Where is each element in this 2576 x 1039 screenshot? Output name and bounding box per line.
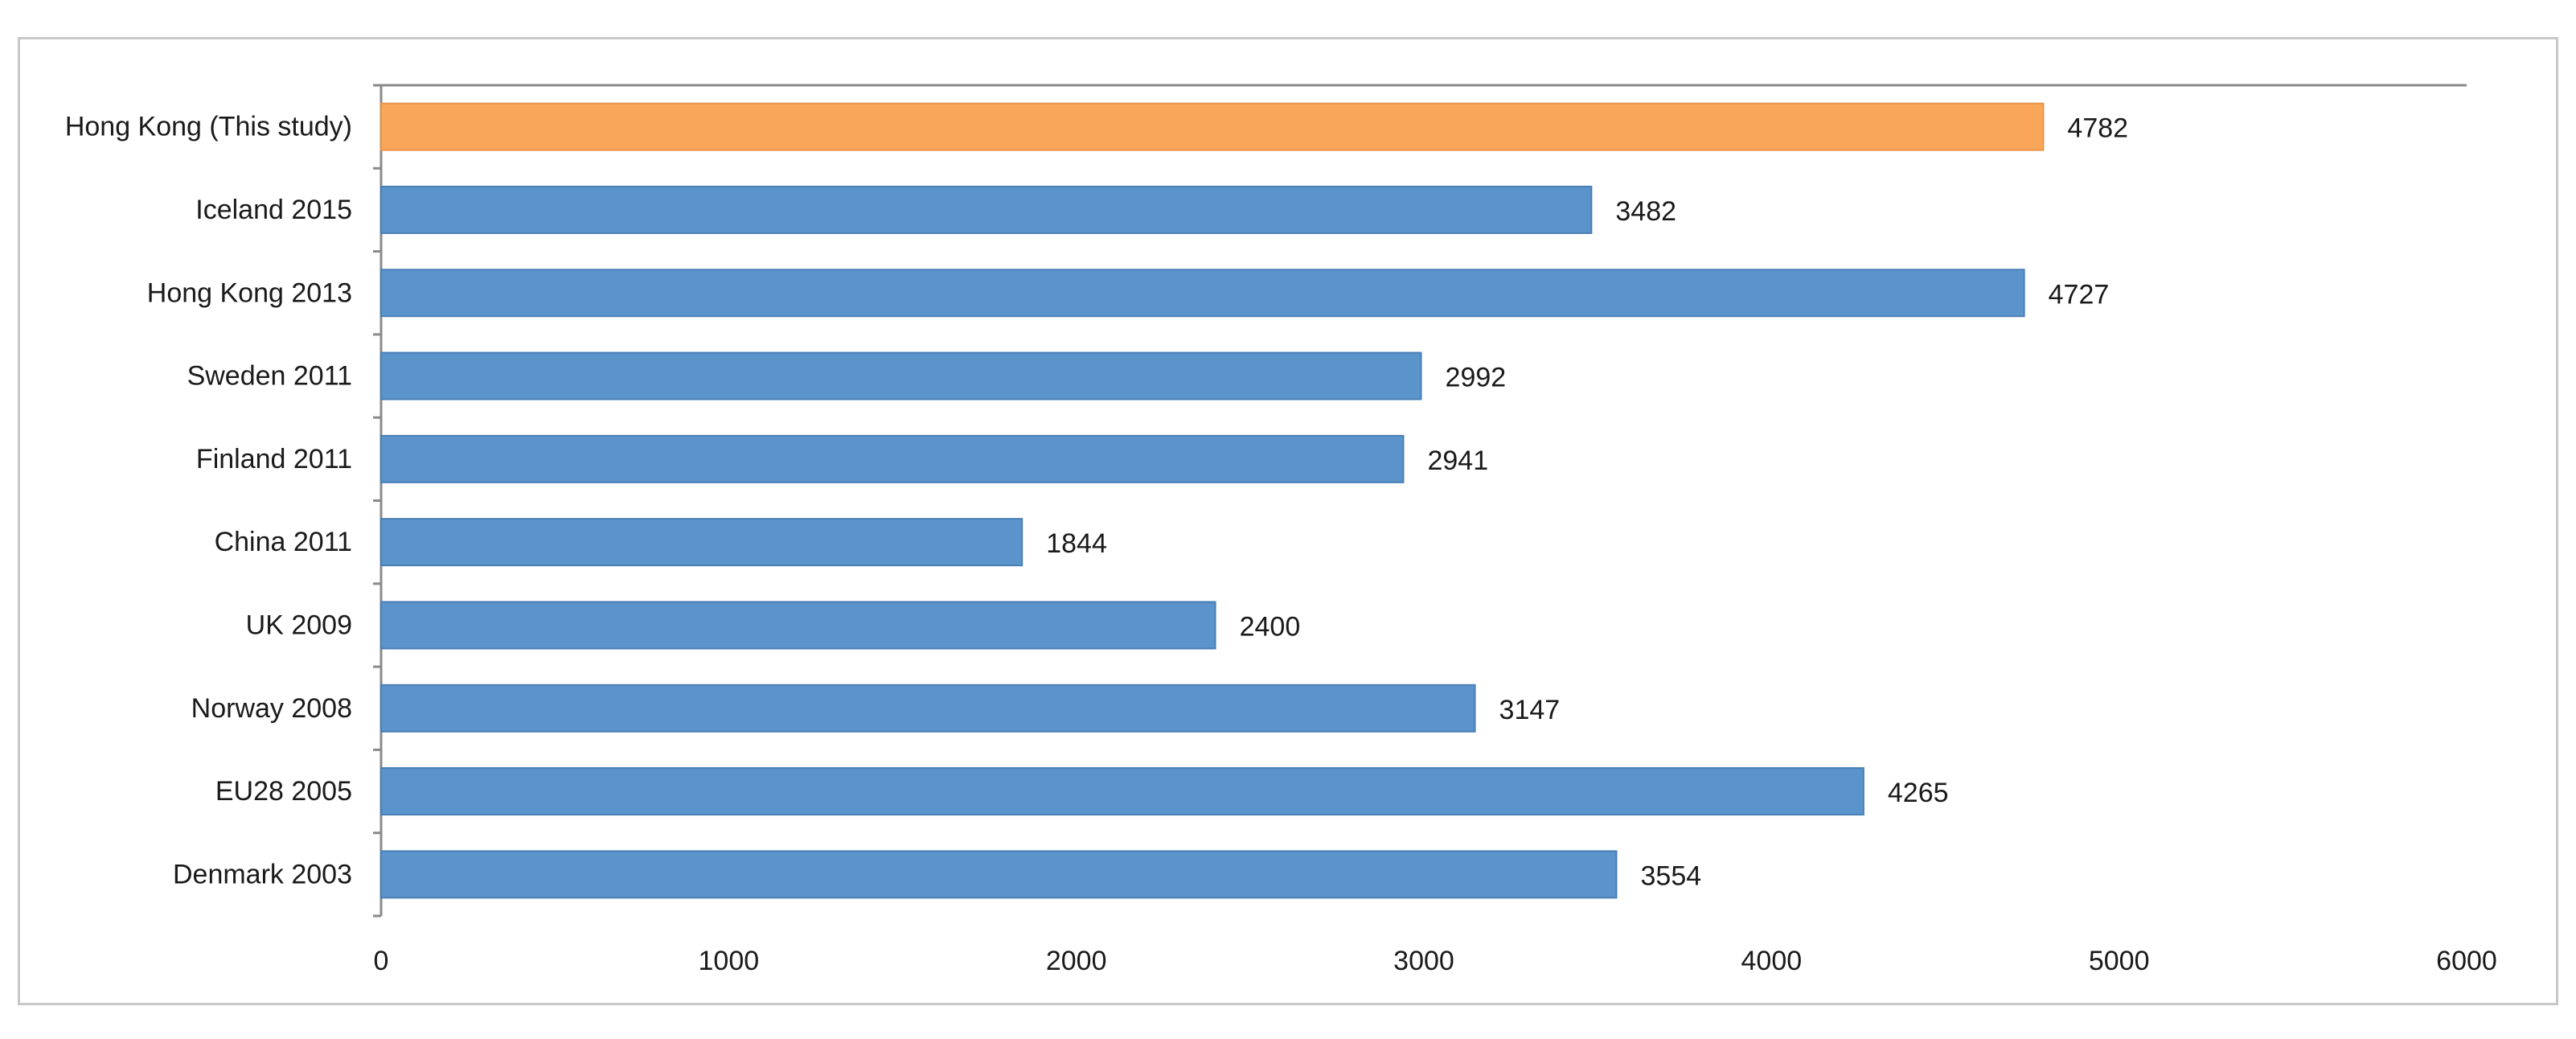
category-label: Hong Kong 2013 (147, 277, 352, 308)
category-label: UK 2009 (246, 610, 352, 640)
bar-0 (380, 102, 2045, 151)
bar-3 (380, 351, 1422, 400)
bar-2 (380, 269, 2025, 318)
value-label: 4782 (2067, 113, 2128, 144)
x-tick-labels: 0 1000 2000 3000 4000 5000 6000 (374, 946, 2497, 976)
value-label: 2400 (1240, 611, 1301, 642)
bar-9 (380, 850, 1618, 899)
value-labels: 4782 3482 4727 2992 2941 1844 2400 3147 4265 3554 (1046, 113, 2128, 892)
category-labels: Hong Kong (This study) Iceland 2015 Hong K… (65, 112, 352, 890)
value-label: 2992 (1446, 363, 1507, 393)
category-label: EU28 2005 (215, 776, 352, 807)
category-label: Finland 2011 (196, 444, 352, 474)
category-label: Norway 2008 (191, 693, 352, 724)
chart-bars (380, 102, 2045, 899)
value-label: 3554 (1641, 860, 1702, 891)
x-tick-label: 2000 (1046, 946, 1107, 976)
category-label: Iceland 2015 (195, 195, 352, 225)
value-label: 4727 (2049, 279, 2110, 310)
x-tick-label: 1000 (699, 946, 760, 976)
category-label: Hong Kong (This study) (65, 112, 352, 142)
value-label: 4265 (1888, 778, 1949, 808)
value-label: 2941 (1427, 446, 1488, 476)
x-tick-label: 6000 (2436, 946, 2497, 976)
bar-6 (380, 601, 1216, 650)
bar-7 (380, 684, 1476, 733)
x-tick-label: 3000 (1393, 946, 1454, 976)
value-label: 1844 (1046, 528, 1107, 559)
category-label: Denmark 2003 (173, 859, 352, 889)
category-label: Sweden 2011 (187, 361, 352, 392)
x-tick-label: 4000 (1741, 946, 1803, 976)
x-tick-label: 0 (374, 946, 389, 976)
value-label: 3147 (1499, 695, 1561, 725)
x-tick-label: 5000 (2089, 946, 2150, 976)
value-label: 3482 (1615, 196, 1676, 227)
bar-1 (380, 185, 1593, 234)
category-label: China 2011 (215, 527, 352, 557)
bar-8 (380, 767, 1864, 816)
bar-4 (380, 434, 1405, 483)
bar-5 (380, 518, 1023, 567)
